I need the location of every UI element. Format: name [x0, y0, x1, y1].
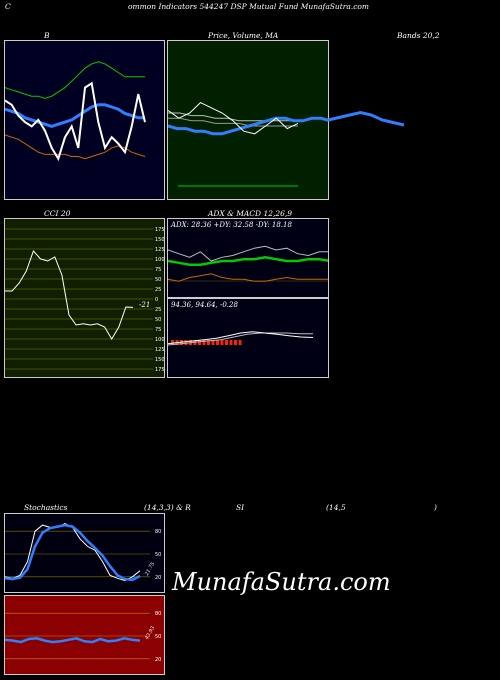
price-line [5, 81, 146, 162]
cci-tick-label: 100 [155, 337, 165, 343]
stoch-tick-label: 50 [155, 552, 161, 558]
macd-histogram-bar [184, 340, 188, 345]
macd-chart [168, 331, 314, 346]
label-cci: CCI 20 [44, 209, 71, 218]
adx-chart [168, 245, 328, 282]
cci-tick-label: 50 [155, 277, 161, 283]
macd-histogram-bar [225, 340, 228, 345]
cci-line [5, 250, 134, 340]
bollinger-panel [4, 40, 165, 200]
cci-tick-label: 125 [155, 347, 165, 353]
price-line [168, 101, 299, 135]
stoch-tick-label: 80 [155, 529, 161, 535]
label-bands: Bands 20,2 [397, 31, 440, 40]
rsi-chart: 80 50 20 [5, 611, 161, 663]
label-stoch-params: (14,3,3) & R [144, 503, 191, 512]
cci-tick-label: 175 [155, 227, 165, 233]
cci-tick-label: 25 [155, 287, 161, 293]
label-rsi-params: (14,5 [326, 503, 346, 512]
price-panel [167, 40, 329, 200]
cci-panel: 175 150 125 100 75 50 25 0 25 50 75 100 125 150 175 -2… [4, 218, 165, 378]
macd-histogram-bar [234, 340, 237, 345]
stoch-panel: 80 50 20 21.75 [4, 513, 165, 593]
macd-line [168, 331, 314, 345]
cci-tick-label: 150 [155, 357, 165, 363]
macd-panel: 94.36, 94.64, -0.28 [167, 298, 329, 378]
macd-histogram-bar [198, 340, 201, 345]
rsi-tick-label: 50 [155, 634, 161, 640]
label-b: B [44, 31, 50, 40]
rsi-tick-label: 20 [155, 657, 161, 663]
adx-panel: ADX: 28.36 +DY: 32.58 -DY: 18.18 [167, 218, 329, 298]
rsi-tick-label: 80 [155, 611, 161, 617]
ema-line [168, 116, 328, 136]
stoch-d-line [5, 523, 141, 582]
cci-tick-label: 25 [155, 307, 161, 313]
macd-histogram-bar [216, 340, 219, 345]
signal-line [168, 332, 314, 346]
stoch-tick-label: 20 [155, 575, 161, 581]
adx-readout: ADX: 28.36 +DY: 32.58 -DY: 18.18 [171, 221, 292, 229]
ema-overflow-line [328, 110, 405, 127]
cci-tick-label: 50 [155, 317, 161, 323]
price-chart [168, 101, 328, 187]
label-stochastics: Stochastics [24, 503, 68, 512]
rsi-panel: 80 50 20 43.93 [4, 595, 165, 675]
macd-histogram-bar [229, 340, 233, 345]
macd-histogram-bar [238, 340, 242, 345]
cci-tick-label: 150 [155, 237, 165, 243]
stoch-chart: 80 50 20 [5, 523, 161, 582]
label-rsi-close: ) [434, 503, 437, 512]
plus-dy-line [168, 245, 328, 262]
middle-band-line [5, 103, 145, 128]
minus-dy-line [168, 273, 328, 282]
cci-value: -21 [139, 301, 151, 309]
page-title: ommon Indicators 544247 DSP Mutual Fund … [128, 2, 370, 11]
header-c: C [5, 2, 11, 11]
ma-line-2 [168, 117, 298, 127]
cci-tick-label: 0 [155, 297, 158, 303]
cci-chart: 175 150 125 100 75 50 25 0 25 50 75 100 125 150 175 [5, 227, 165, 373]
cci-tick-label: 75 [155, 267, 161, 273]
macd-histogram-bar [211, 340, 215, 345]
label-rsi-si: SI [236, 503, 245, 512]
ma-line-1 [168, 112, 298, 122]
macd-histogram-bar [220, 340, 224, 345]
macd-histogram-bar [171, 340, 174, 345]
cci-tick-label: 75 [155, 327, 161, 333]
bollinger-chart [5, 61, 146, 162]
label-price-volume-ma: Price, Volume, MA [208, 31, 279, 40]
upper-band-line [5, 61, 145, 99]
macd-histogram-bar [202, 340, 206, 345]
cci-tick-label: 175 [155, 367, 165, 373]
watermark: MunafaSutra.com [172, 568, 391, 596]
adx-line [168, 256, 328, 266]
cci-tick-label: 125 [155, 247, 165, 253]
macd-histogram-bar [207, 340, 210, 345]
macd-readout: 94.36, 94.64, -0.28 [171, 301, 238, 309]
label-adx-macd: ADX & MACD 12,26,9 [208, 209, 293, 218]
cci-tick-label: 100 [155, 257, 165, 263]
rsi-line [5, 637, 141, 644]
ema-overflow-line [328, 110, 405, 127]
